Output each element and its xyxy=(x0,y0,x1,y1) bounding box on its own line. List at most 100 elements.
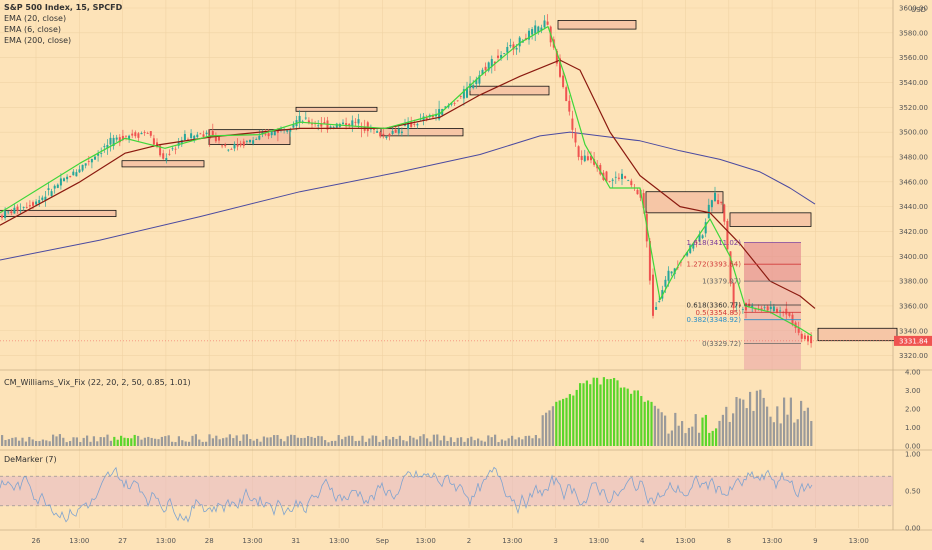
time-tick-6: 31 xyxy=(291,537,300,545)
candle-body xyxy=(797,328,800,333)
candle-body xyxy=(515,47,518,50)
candle-body xyxy=(400,131,403,134)
candle-body xyxy=(165,158,168,161)
vix-bar xyxy=(300,437,303,446)
candle-body xyxy=(348,123,351,126)
vix-bar xyxy=(385,436,388,446)
candle-body xyxy=(714,192,716,202)
candle-body xyxy=(425,117,428,120)
vix-bar xyxy=(732,413,735,446)
legend-ema200[interactable]: EMA (200, close) xyxy=(4,36,72,45)
candle-body xyxy=(800,333,803,339)
vix-bar xyxy=(721,414,724,446)
vix-bar xyxy=(667,433,670,446)
candle-body xyxy=(735,304,738,306)
price-tick-13: 3340.00 xyxy=(899,327,928,335)
vix-bar xyxy=(361,435,364,446)
candle-body xyxy=(450,103,453,105)
candle-body xyxy=(1,215,3,218)
price-tick-0: 3600.00 xyxy=(899,5,928,13)
candle-body xyxy=(211,131,214,136)
candle-body xyxy=(81,164,84,171)
vix-bar xyxy=(330,440,333,446)
zone-8 xyxy=(729,212,812,227)
fib-label-0: 1.618(3411.02) xyxy=(687,239,742,247)
time-tick-19: 13:00 xyxy=(849,537,869,545)
candle-body xyxy=(323,122,326,124)
candle-body xyxy=(546,21,549,25)
vix-bar xyxy=(534,435,537,446)
vix-bar xyxy=(803,410,806,446)
vix-bar xyxy=(538,438,541,446)
vix-bar xyxy=(517,437,520,446)
vix-bar xyxy=(337,435,340,446)
vix-bar xyxy=(674,412,677,446)
zone-3 xyxy=(295,106,378,112)
price-tick-2: 3560.00 xyxy=(899,54,928,62)
legend-ema6[interactable]: EMA (6, close) xyxy=(4,25,61,34)
candle-body xyxy=(4,210,7,219)
vix-bar xyxy=(640,395,643,446)
candle-body xyxy=(50,191,53,196)
candle-body xyxy=(286,130,289,132)
candle-body xyxy=(38,200,41,204)
ema200-line xyxy=(0,131,816,261)
vix-tick-4: 0.00 xyxy=(905,443,921,451)
candle-body xyxy=(723,204,726,222)
price-tick-7: 3460.00 xyxy=(899,178,928,186)
candle-body xyxy=(754,309,757,311)
price-tick-4: 3520.00 xyxy=(899,104,928,112)
candle-body xyxy=(382,133,385,136)
candle-body xyxy=(121,135,124,140)
vix-bar xyxy=(4,440,7,446)
vix-bar xyxy=(439,440,442,446)
vix-bar xyxy=(351,435,354,446)
time-tick-9: 13:00 xyxy=(416,537,436,545)
vix-bar xyxy=(793,422,796,446)
vix-bar xyxy=(772,422,775,446)
vix-bar xyxy=(664,415,667,446)
vix-bar xyxy=(344,436,347,446)
candle-body xyxy=(171,148,174,150)
vix-bar xyxy=(164,436,167,446)
main-legend: S&P 500 Index, 15, SPCFD EMA (20, close)… xyxy=(4,2,122,46)
candle-body xyxy=(577,146,580,158)
candle-body xyxy=(270,131,273,136)
candle-body xyxy=(332,126,335,128)
candle-body xyxy=(162,153,165,159)
vix-bar xyxy=(126,438,129,446)
vix-bar xyxy=(524,435,527,446)
candle-body xyxy=(180,140,183,145)
vix-bar xyxy=(256,438,259,446)
ema6-path xyxy=(0,26,813,337)
candle-body xyxy=(7,211,10,213)
vix-legend[interactable]: CM_Williams_Vix_Fix (22, 20, 2, 50, 0.85… xyxy=(4,378,191,387)
vix-bar xyxy=(419,436,422,446)
vix-bar xyxy=(245,434,248,446)
vix-bar xyxy=(497,442,500,446)
candle-body xyxy=(32,202,34,206)
price-tick-1: 3580.00 xyxy=(899,29,928,37)
candle-body xyxy=(512,44,515,50)
vix-bar xyxy=(18,440,21,446)
vix-bar xyxy=(378,441,381,446)
vix-bar xyxy=(545,412,548,446)
candle-body xyxy=(630,180,633,186)
candle-body xyxy=(221,145,224,147)
vix-bar xyxy=(490,437,493,446)
demarker-legend[interactable]: DeMarker (7) xyxy=(4,455,57,464)
candle-body xyxy=(611,179,614,181)
vix-bar xyxy=(585,380,588,446)
candle-body xyxy=(621,173,623,180)
candle-body xyxy=(760,308,763,311)
vix-bar xyxy=(789,397,792,446)
candle-body xyxy=(466,87,468,98)
vix-bar xyxy=(35,440,38,446)
legend-ema20[interactable]: EMA (20, close) xyxy=(4,14,67,23)
vix-bar xyxy=(38,441,41,446)
candle-body xyxy=(13,207,16,214)
vix-bar xyxy=(783,397,786,446)
candle-body xyxy=(540,27,543,31)
vix-bar xyxy=(28,436,31,446)
